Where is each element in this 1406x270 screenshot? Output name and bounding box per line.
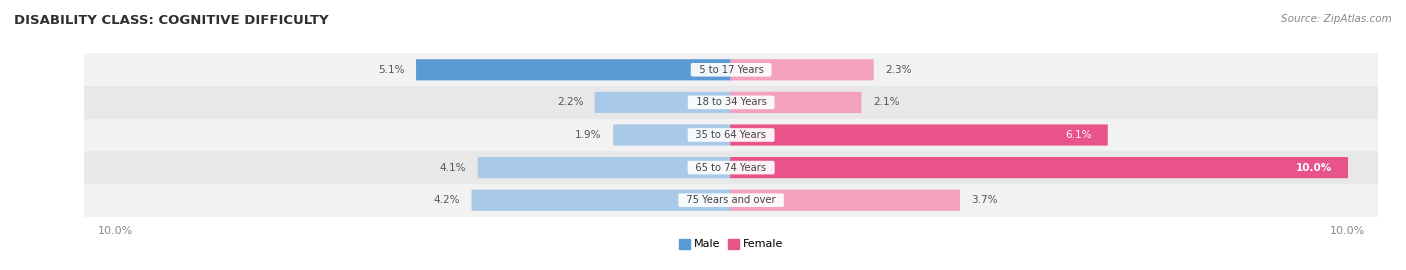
Text: 5 to 17 Years: 5 to 17 Years bbox=[693, 65, 769, 75]
Bar bbox=[84, 119, 1378, 151]
FancyBboxPatch shape bbox=[730, 59, 873, 80]
Legend: Male, Female: Male, Female bbox=[675, 234, 787, 254]
FancyBboxPatch shape bbox=[730, 190, 960, 211]
Text: 35 to 64 Years: 35 to 64 Years bbox=[689, 130, 773, 140]
Text: 18 to 34 Years: 18 to 34 Years bbox=[689, 97, 773, 107]
Text: 4.1%: 4.1% bbox=[440, 163, 467, 173]
Text: DISABILITY CLASS: COGNITIVE DIFFICULTY: DISABILITY CLASS: COGNITIVE DIFFICULTY bbox=[14, 14, 329, 26]
Text: 5.1%: 5.1% bbox=[378, 65, 405, 75]
Text: Source: ZipAtlas.com: Source: ZipAtlas.com bbox=[1281, 14, 1392, 23]
Bar bbox=[84, 184, 1378, 217]
Text: 65 to 74 Years: 65 to 74 Years bbox=[689, 163, 773, 173]
Bar bbox=[84, 86, 1378, 119]
Text: 3.7%: 3.7% bbox=[972, 195, 998, 205]
FancyBboxPatch shape bbox=[730, 124, 1108, 146]
FancyBboxPatch shape bbox=[730, 157, 1348, 178]
Text: 2.1%: 2.1% bbox=[873, 97, 900, 107]
Text: 1.9%: 1.9% bbox=[575, 130, 602, 140]
Text: 2.2%: 2.2% bbox=[557, 97, 583, 107]
Bar bbox=[84, 151, 1378, 184]
Text: 2.3%: 2.3% bbox=[886, 65, 911, 75]
FancyBboxPatch shape bbox=[478, 157, 733, 178]
FancyBboxPatch shape bbox=[416, 59, 733, 80]
FancyBboxPatch shape bbox=[595, 92, 733, 113]
Text: 10.0%: 10.0% bbox=[1295, 163, 1331, 173]
Bar bbox=[84, 53, 1378, 86]
Text: 4.2%: 4.2% bbox=[433, 195, 460, 205]
Text: 75 Years and over: 75 Years and over bbox=[681, 195, 782, 205]
FancyBboxPatch shape bbox=[730, 92, 862, 113]
Text: 6.1%: 6.1% bbox=[1064, 130, 1091, 140]
FancyBboxPatch shape bbox=[471, 190, 733, 211]
FancyBboxPatch shape bbox=[613, 124, 733, 146]
